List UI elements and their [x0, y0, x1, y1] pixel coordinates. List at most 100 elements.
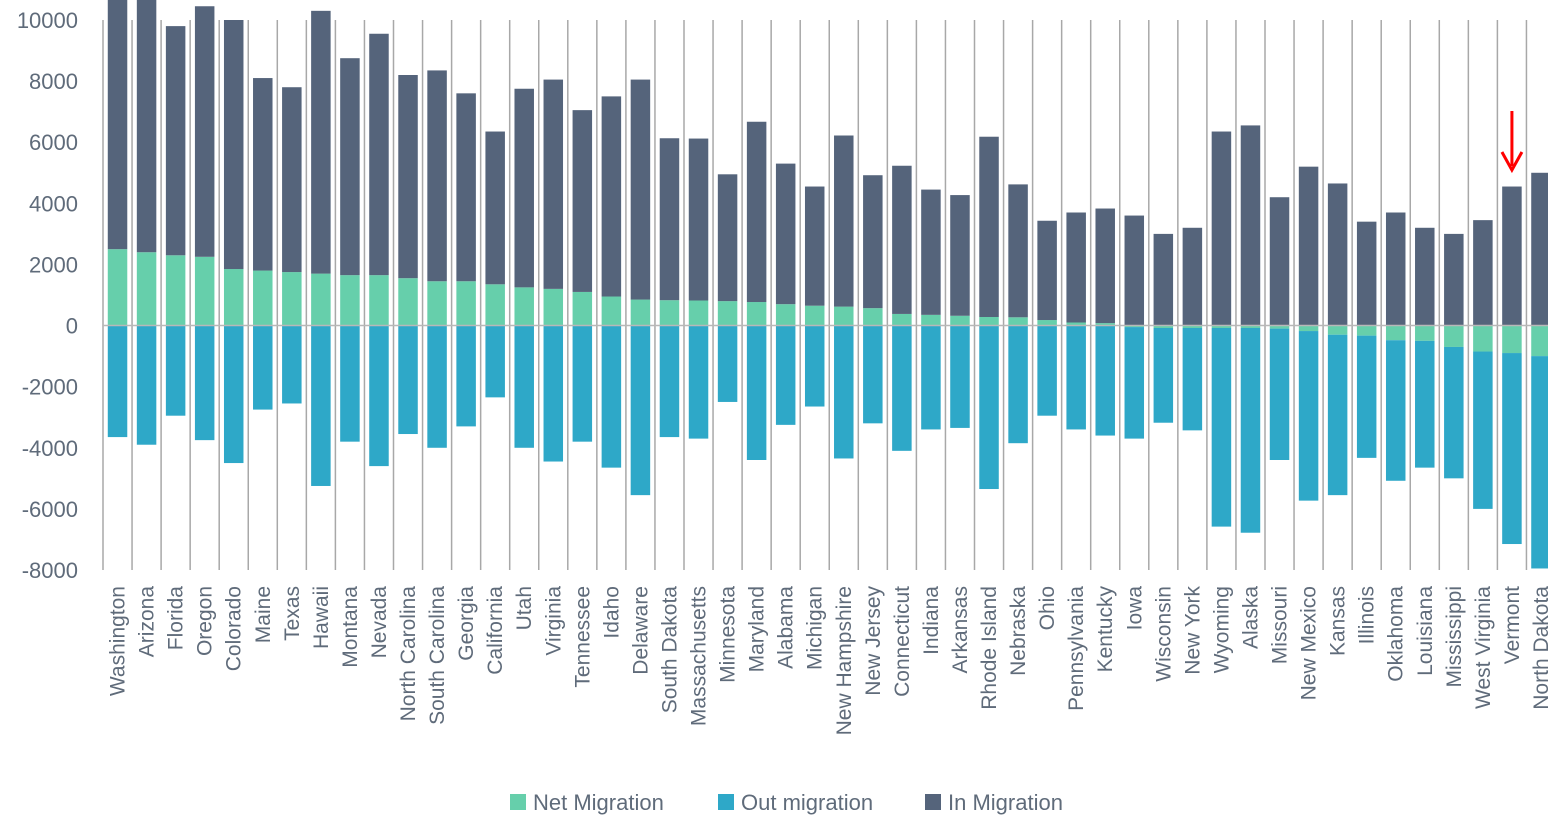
bar-in-migration-north-dakota [1531, 172, 1548, 326]
legend-label-net-migration: Net Migration [533, 790, 664, 815]
bars-group [103, 0, 1548, 569]
bar-net-migration-utah [514, 287, 534, 326]
bar-out-migration-mississippi [1444, 346, 1464, 479]
y-tick-label: -6000 [22, 497, 78, 522]
x-tick-label: New Mexico [1298, 586, 1321, 700]
y-tick-label: 10000 [17, 8, 78, 33]
y-tick-label: 2000 [29, 252, 78, 277]
bar-net-migration-montana [340, 275, 360, 326]
x-tick-label: Rhode Island [978, 586, 1001, 710]
bar-net-migration-kansas [1327, 325, 1348, 335]
legend-swatch-net-migration [510, 794, 526, 810]
bar-in-migration-colorado [223, 20, 244, 270]
bar-out-migration-delaware [630, 325, 651, 496]
bar-net-migration-new-york [1182, 325, 1203, 328]
bar-out-migration-georgia [456, 325, 476, 427]
bar-out-migration-virginia [543, 325, 564, 462]
x-tick-label: Idaho [600, 586, 623, 639]
bar-out-migration-massachusetts [688, 325, 709, 439]
bar-net-migration-nebraska [1008, 317, 1028, 326]
bar-out-migration-utah [514, 325, 534, 448]
bar-in-migration-wyoming [1211, 131, 1232, 326]
bar-in-migration-alabama [775, 163, 796, 305]
bar-out-migration-california [485, 325, 505, 398]
x-tick-label: Connecticut [891, 586, 914, 697]
bar-out-migration-minnesota [717, 325, 738, 402]
bar-net-migration-south-dakota [659, 300, 680, 326]
bar-out-migration-nevada [369, 325, 389, 467]
bar-in-migration-nevada [369, 33, 389, 276]
x-tick-label: Iowa [1123, 586, 1146, 631]
x-tick-label: Utah [513, 586, 536, 630]
bar-out-migration-west-virginia [1473, 351, 1493, 509]
bar-net-migration-arizona [136, 252, 157, 326]
bar-in-migration-west-virginia [1473, 220, 1493, 326]
bar-in-migration-delaware [630, 79, 651, 300]
bar-out-migration-arkansas [950, 325, 970, 428]
bar-in-migration-kansas [1327, 183, 1348, 326]
bar-out-migration-new-jersey [863, 325, 883, 424]
bar-net-migration-pennsylvania [1066, 322, 1086, 326]
x-tick-label: Vermont [1501, 586, 1524, 664]
bar-in-migration-minnesota [717, 174, 738, 302]
bar-out-migration-new-york [1182, 328, 1203, 431]
y-tick-label: 8000 [29, 69, 78, 94]
bar-net-migration-missouri [1269, 325, 1290, 329]
bar-net-migration-alaska [1240, 325, 1261, 328]
bar-out-migration-kentucky [1095, 325, 1115, 436]
bar-net-migration-illinois [1356, 325, 1377, 336]
bar-out-migration-washington [107, 325, 128, 438]
x-tick-label: Pennsylvania [1065, 586, 1088, 711]
legend-swatch-out-migration [718, 794, 734, 810]
x-tick-label: Indiana [920, 586, 943, 655]
bar-out-migration-vermont [1502, 353, 1522, 545]
x-tick-label: Montana [339, 586, 362, 668]
x-tick-label: Colorado [223, 586, 246, 671]
legend-swatch-in-migration [925, 794, 941, 810]
x-tick-label: California [484, 586, 507, 675]
bar-net-migration-wyoming [1211, 325, 1232, 328]
x-axis-labels: Washington Arizona Florida Oregon Colorado Ma… [107, 586, 1548, 736]
bar-in-migration-maine [253, 78, 273, 271]
x-tick-label: Massachusetts [688, 586, 711, 726]
bar-net-migration-arkansas [950, 315, 970, 326]
y-tick-label: 4000 [29, 191, 78, 216]
bar-net-migration-washington [107, 249, 128, 326]
x-tick-label: Maine [252, 586, 275, 643]
bar-out-migration-oregon [194, 325, 215, 441]
bar-out-migration-pennsylvania [1066, 325, 1086, 430]
bar-in-migration-arkansas [950, 195, 970, 316]
x-tick-label: New Jersey [862, 586, 885, 696]
bar-in-migration-iowa [1124, 215, 1145, 326]
x-tick-label: Wisconsin [1152, 586, 1175, 682]
bar-in-migration-florida [165, 26, 186, 256]
bar-in-migration-alaska [1240, 125, 1261, 326]
arrow-head [1500, 151, 1524, 174]
x-tick-label: Nevada [368, 586, 391, 659]
bar-in-migration-maryland [746, 121, 767, 303]
bar-in-migration-michigan [804, 186, 825, 306]
bar-out-migration-louisiana [1415, 340, 1435, 468]
bar-out-migration-michigan [804, 325, 825, 407]
bar-in-migration-utah [514, 88, 534, 288]
bar-out-migration-rhode-island [979, 325, 999, 490]
bar-in-migration-montana [340, 58, 360, 276]
annotation-arrow [1500, 111, 1524, 174]
x-tick-label: Alaska [1239, 586, 1262, 649]
bar-out-migration-arizona [136, 325, 157, 445]
x-tick-label: Mississippi [1443, 586, 1466, 688]
x-tick-label: Oklahoma [1385, 586, 1408, 682]
bar-net-migration-delaware [630, 299, 651, 326]
bar-out-migration-kansas [1327, 334, 1348, 496]
bar-out-migration-idaho [601, 325, 622, 468]
bar-in-migration-massachusetts [688, 138, 709, 301]
bar-out-migration-connecticut [892, 325, 912, 451]
bar-in-migration-new-mexico [1298, 166, 1319, 326]
bar-net-migration-north-carolina [398, 278, 418, 326]
bar-in-migration-oregon [194, 6, 215, 257]
bar-out-migration-montana [340, 325, 360, 442]
legend-label-out-migration: Out migration [741, 790, 873, 815]
bar-in-migration-new-jersey [863, 175, 883, 309]
bar-net-migration-new-hampshire [834, 306, 854, 326]
